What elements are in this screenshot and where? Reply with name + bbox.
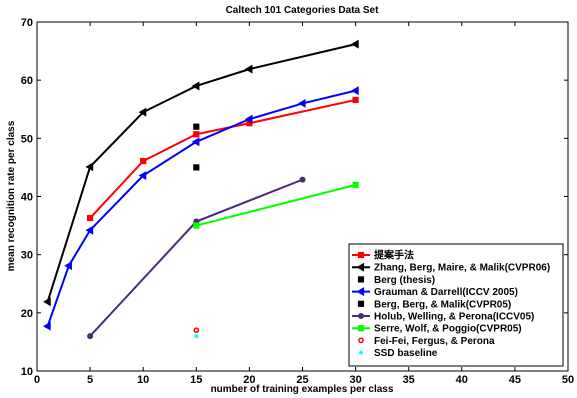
series-0-point [87,214,94,222]
series-5-point [299,176,306,183]
x-axis-label: number of training examples per class [211,384,394,395]
x-tick-label: 20 [243,374,255,386]
legend-marker-stroke [359,350,363,355]
y-tick-label: 20 [21,308,33,320]
series-6-point [352,181,359,188]
x-tick-label: 25 [296,374,308,386]
series-1-line [46,43,356,303]
legend-label: Berg (thesis) [374,275,435,286]
y-axis-label: mean recognition rate per class [6,120,17,271]
legend-label: SSD baseline [374,348,438,359]
series-3-point [297,98,306,108]
series-3-point [351,86,359,96]
legend-marker [357,325,365,332]
legend-label: Zhang, Berg, Maire, & Malik(CVPR06) [374,263,550,274]
legend-marker [357,276,365,283]
series-5-point [87,333,94,340]
series-7-point [193,327,200,334]
series-markers [43,39,359,340]
y-tick-label: 40 [21,192,33,204]
legend-marker [357,312,364,319]
series-1-point [244,64,253,74]
legend-marker [356,287,365,297]
series-4-point [193,164,200,171]
series-3-point [85,225,94,235]
y-tick-label: 60 [21,75,33,87]
y-tick-label: 50 [21,133,33,145]
series-1-point [138,107,147,117]
legend-label: Fei-Fei, Fergus, & Perona [374,336,495,347]
legend-marker [357,251,365,259]
x-tick-label: 50 [562,374,574,386]
series-0-point [352,96,359,104]
legend-box [348,243,564,367]
legend-marker [358,337,364,344]
series-1-point [43,297,51,307]
legend-label: Grauman & Darrell(ICCV 2005) [374,287,518,298]
legend-label: Holub, Welling, & Perona(ICCV05) [374,312,534,323]
series-3-point [138,171,147,181]
legend-marker [358,350,364,355]
x-tick-label: 40 [456,374,468,386]
series-3-point [64,261,72,271]
series-1-point [351,39,359,49]
series-2-point [193,123,200,130]
x-tick-label: 10 [137,374,149,386]
legend-marker [356,262,365,272]
y-axis-ticks: 10 20 30 40 50 60 70 [21,17,568,378]
series-3-point [43,321,51,331]
x-tick-label: 0 [34,374,40,386]
series-6-point [193,222,200,229]
y-tick-label: 30 [21,250,33,262]
x-axis-ticks: 0 5 10 15 20 25 30 35 40 45 50 [34,22,574,386]
x-tick-label: 15 [190,374,202,386]
y-tick-label: 70 [21,17,33,29]
y-tick-label: 10 [21,366,33,378]
series-8-point [194,334,199,339]
legend-marker [357,300,365,307]
x-tick-label: 35 [403,374,415,386]
chart-title: Caltech 101 Categories Data Set [226,5,380,16]
x-tick-label: 30 [349,374,361,386]
x-tick-label: 45 [509,374,521,386]
x-tick-label: 5 [87,374,93,386]
series-3-point [244,114,253,124]
legend-label: 提案手法 [374,249,414,262]
series-0-point [140,157,147,165]
legend-label: Berg, Berg, & Malik(CVPR05) [374,299,511,310]
series-3-line [46,89,356,327]
series-3-point [191,137,200,147]
series-8-point-stroke [194,334,199,338]
series-0-point [193,131,200,138]
series-1-point [191,81,200,91]
series-6-line [196,183,356,227]
legend-label: Serre, Wolf, & Poggio(CVPR05) [374,324,522,335]
series-1-point [85,162,94,172]
